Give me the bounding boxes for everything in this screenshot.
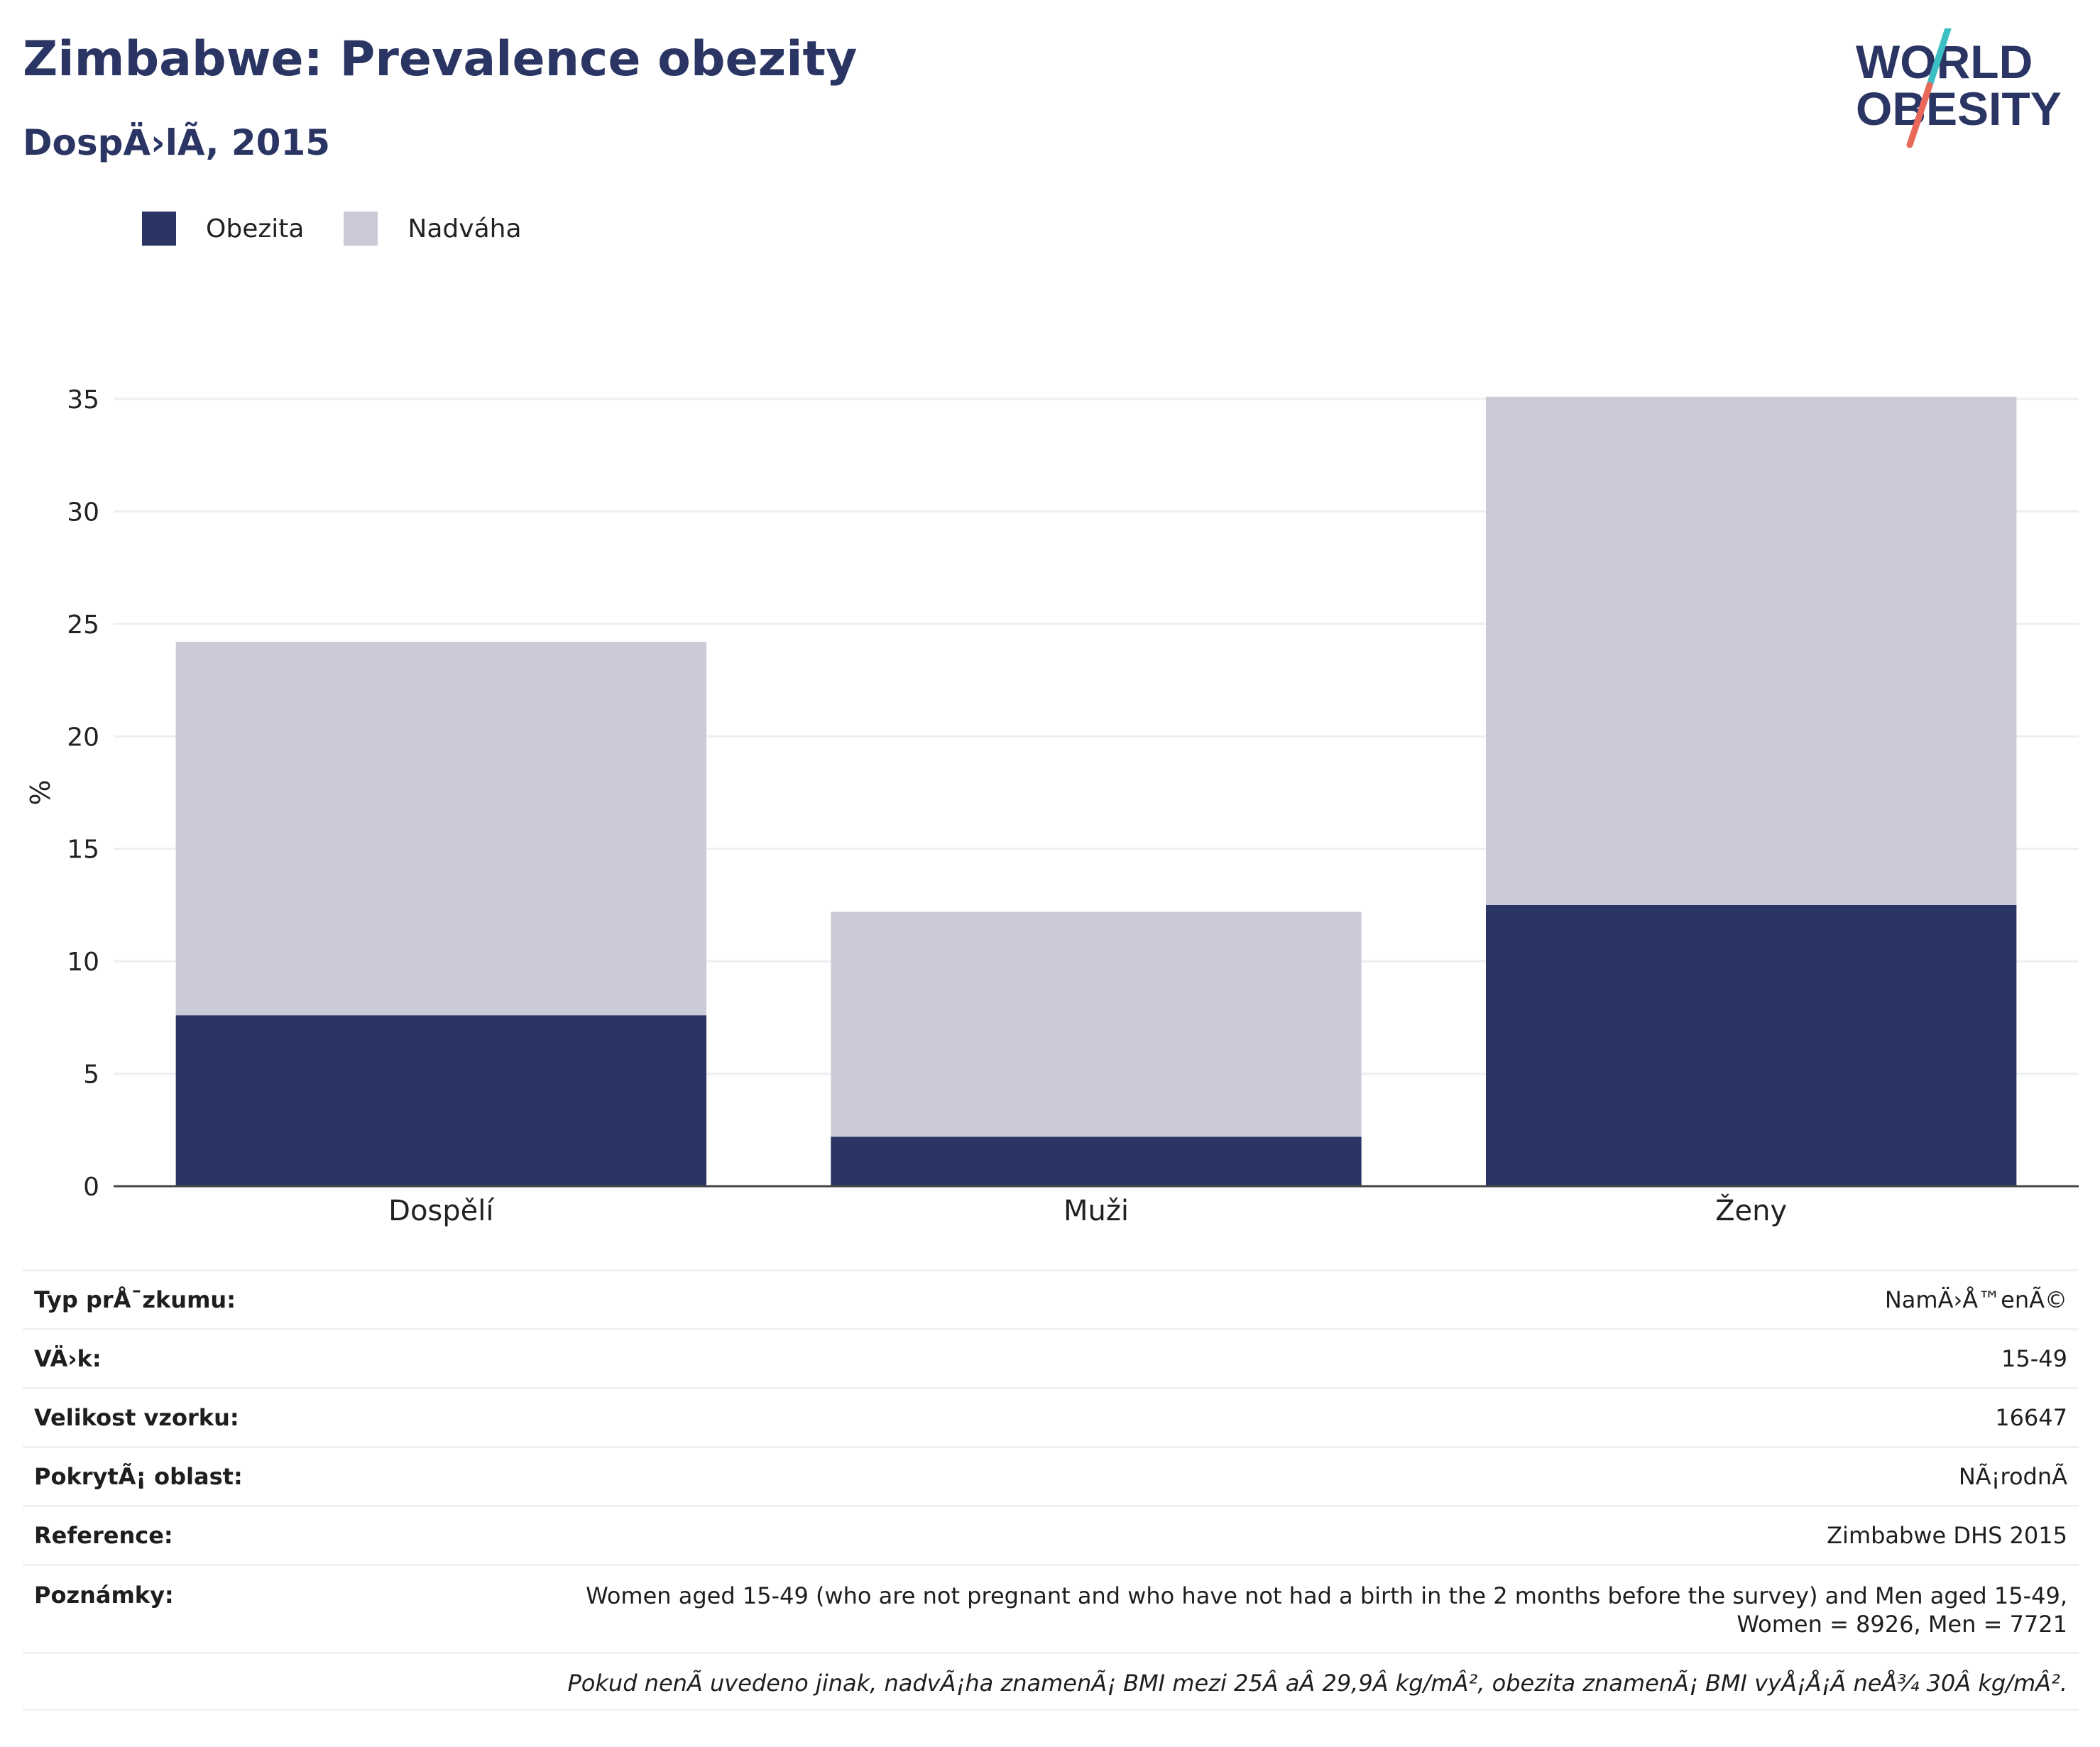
bar-obezita	[175, 1015, 707, 1186]
info-value: Women aged 15-49 (who are not pregnant a…	[586, 1582, 2067, 1638]
info-row-coverage: PokrytÃ¡ oblast: NÃ¡rodnÃ­	[23, 1446, 2079, 1505]
logo-slash-red	[1906, 82, 1933, 148]
x-tick-label: Dospělí	[388, 1195, 495, 1227]
page-title: Zimbabwe: Prevalence obezity	[23, 31, 858, 87]
x-tick-label: Muži	[1063, 1195, 1129, 1227]
notes-line: Women = 8926, Men = 7721	[1737, 1611, 2067, 1638]
y-tick-label: 10	[67, 948, 99, 977]
info-row-sample-size: Velikost vzorku: 16647	[23, 1387, 2079, 1446]
legend-swatch-obezita	[142, 212, 176, 246]
info-value: 15-49	[2001, 1345, 2067, 1372]
bar-nadvaha	[831, 911, 1362, 1137]
info-key: VÄ›k:	[34, 1345, 102, 1372]
y-tick-label: 30	[67, 498, 99, 527]
bar-obezita	[1485, 904, 2017, 1186]
info-key: Poznámky:	[34, 1582, 174, 1609]
x-tick-label: Ženy	[1715, 1193, 1787, 1227]
bar-nadvaha	[175, 642, 707, 1016]
info-value: NÃ¡rodnÃ­	[1958, 1463, 2067, 1490]
info-value: NamÄ›Å™enÃ©	[1884, 1286, 2067, 1313]
y-tick-label: 20	[67, 723, 99, 752]
legend-item-nadvaha[interactable]: Nadváha	[344, 212, 522, 246]
chart-legend: Obezita Nadváha	[142, 212, 562, 246]
bar-nadvaha	[1485, 396, 2017, 905]
legend-item-obezita[interactable]: Obezita	[142, 212, 304, 246]
world-obesity-logo: WORLD OBESITY	[1856, 28, 2062, 148]
logo-slash-teal	[1926, 28, 1952, 89]
y-tick-label: 25	[67, 610, 99, 640]
y-tick-label: 35	[67, 385, 99, 415]
y-tick-label: 15	[67, 836, 99, 865]
info-value: 16647	[1995, 1404, 2067, 1431]
legend-swatch-nadvaha	[344, 212, 378, 246]
footnote: Pokud nenÃ­ uvedeno jinak, nadvÃ¡ha znam…	[23, 1652, 2079, 1711]
legend-label-obezita: Obezita	[206, 214, 305, 243]
info-row-age: VÄ›k: 15-49	[23, 1328, 2079, 1387]
notes-line: Women aged 15-49 (who are not pregnant a…	[586, 1582, 2067, 1609]
info-row-survey-type: Typ prÅ¯zkumu: NamÄ›Å™enÃ©	[23, 1269, 2079, 1328]
y-tick-label: 0	[83, 1173, 99, 1202]
info-row-reference: Reference: Zimbabwe DHS 2015	[23, 1505, 2079, 1564]
legend-label-nadvaha: Nadváha	[408, 214, 522, 243]
page-subtitle: DospÄ›lÃ­, 2015	[23, 122, 331, 163]
info-key: PokrytÃ¡ oblast:	[34, 1463, 243, 1490]
y-axis-label: %	[25, 779, 56, 805]
bar-obezita	[831, 1137, 1362, 1186]
logo-line2: OBESITY	[1856, 82, 2062, 135]
info-table: Typ prÅ¯zkumu: NamÄ›Å™enÃ© VÄ›k: 15-49 V…	[23, 1269, 2079, 1711]
info-key: Typ prÅ¯zkumu:	[34, 1286, 236, 1313]
info-row-notes: Poznámky: Women aged 15-49 (who are not …	[23, 1564, 2079, 1652]
stacked-bar-chart: 0 5 10 15 20 25 30 35% Dospělí Muži Ženy	[25, 385, 2079, 1227]
y-tick-label: 5	[83, 1061, 99, 1090]
info-key: Velikost vzorku:	[34, 1404, 239, 1431]
info-key: Reference:	[34, 1522, 173, 1549]
info-value: Zimbabwe DHS 2015	[1827, 1522, 2067, 1549]
